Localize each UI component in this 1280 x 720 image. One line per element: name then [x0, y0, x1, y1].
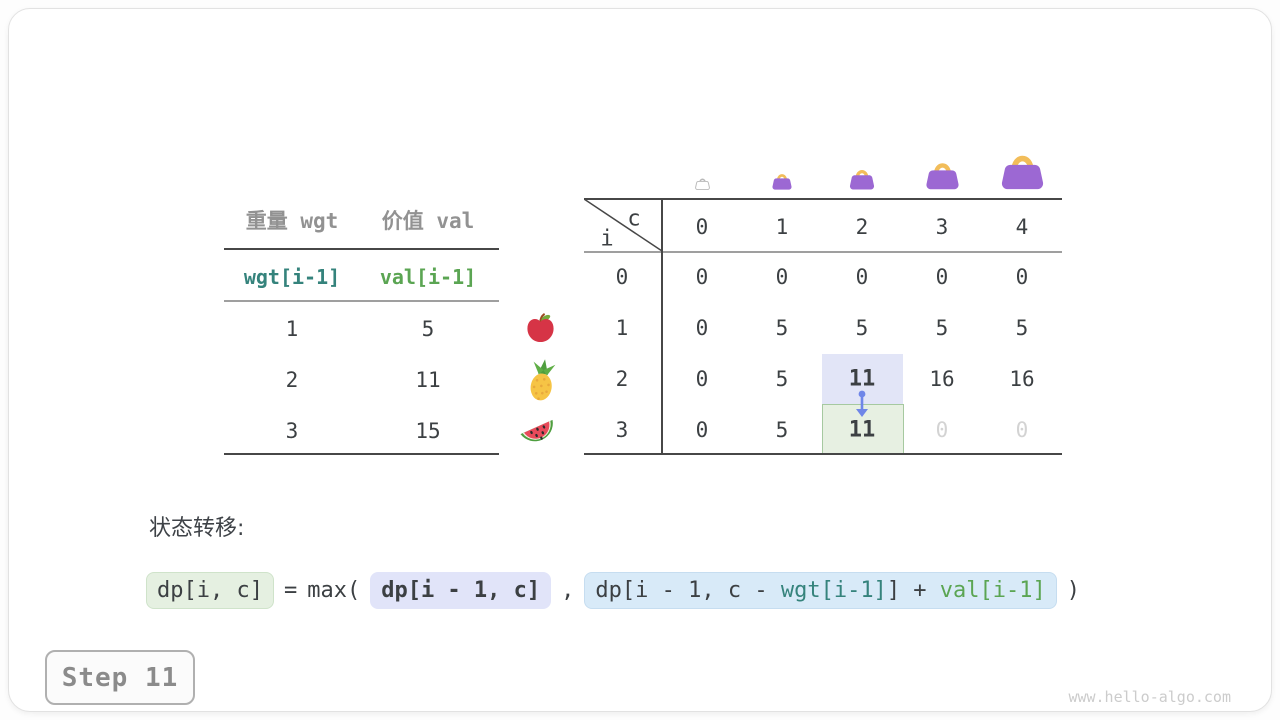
dp-cell-0-0: 0 — [695, 265, 709, 289]
dp-row-header-2: 2 — [615, 367, 629, 391]
items-index-header-wgt: wgt[i-1] — [243, 265, 341, 289]
item-1-value: 5 — [421, 317, 435, 341]
item-3-value: 15 — [415, 419, 441, 443]
formula-max-open: max( — [307, 577, 361, 603]
item-3-weight: 3 — [285, 419, 299, 443]
dp-col-header-0: 0 — [695, 215, 709, 239]
dp-cell-1-2: 5 — [855, 316, 869, 340]
dp-cell-1-0: 0 — [695, 316, 709, 340]
dp-cell-1-3: 5 — [935, 316, 949, 340]
dp-cell-0-2: 0 — [855, 265, 869, 289]
item-2-weight: 2 — [285, 368, 299, 392]
dp-corner-row-var: i — [600, 226, 614, 252]
dp-table-rule-header — [584, 251, 1062, 253]
items-col-header-value: 价值 val — [381, 209, 475, 233]
step-badge: Step 11 — [45, 650, 195, 705]
dp-cell-0-1: 0 — [775, 265, 789, 289]
formula-comma: , — [561, 577, 575, 603]
empty-bag-icon — [695, 175, 710, 194]
formula-arg1: dp[i - 1, c] — [381, 577, 541, 603]
dp-corner-col-var: c — [627, 206, 641, 232]
dp-cell-3-3: 0 — [935, 418, 949, 442]
transition-formula: dp[i, c] = max( dp[i - 1, c] , dp[i - 1,… — [146, 569, 1080, 611]
bag-icon-size-1 — [771, 171, 793, 194]
dp-table-rule-bottom — [584, 453, 1062, 455]
watermark: www.hello-algo.com — [1068, 688, 1231, 706]
items-table-rule-mid — [224, 300, 499, 302]
pineapple-icon — [524, 359, 560, 406]
formula-equals: = — [283, 577, 298, 603]
item-2-value: 11 — [415, 368, 441, 392]
formula-arg2-prefix: dp[i - 1, c - — [595, 577, 781, 603]
formula-arg2-wgt: wgt[i-1] — [780, 577, 887, 603]
dp-cell-2-1: 5 — [775, 367, 789, 391]
dp-table-rule-top — [584, 198, 1062, 200]
dp-table-rule-vertical — [661, 198, 663, 455]
dp-cell-1-1: 5 — [775, 316, 789, 340]
section-label: 状态转移: — [149, 516, 245, 541]
dp-col-header-1: 1 — [775, 215, 789, 239]
formula-arg2-box: dp[i - 1, c - wgt[i-1]] + val[i-1] — [584, 571, 1057, 609]
transition-arrow-icon — [856, 390, 868, 417]
dp-cell-2-4: 16 — [1009, 367, 1035, 391]
figure-card: 重量 wgt 价值 val wgt[i-1] val[i-1] 1 5 2 11… — [8, 8, 1272, 712]
items-index-header-val: val[i-1] — [379, 265, 477, 289]
formula-arg1-box: dp[i - 1, c] — [370, 571, 552, 609]
items-table-rule-top — [224, 248, 499, 250]
formula-arg2-mid: ] + — [886, 577, 940, 603]
bag-icon-size-3 — [924, 158, 961, 194]
watermelon-icon — [517, 413, 560, 454]
bag-icon-size-4 — [999, 149, 1046, 194]
dp-cell-3-0: 0 — [695, 418, 709, 442]
dp-col-header-4: 4 — [1015, 215, 1029, 239]
dp-cell-2-3: 16 — [929, 367, 955, 391]
step-badge-label: Step 11 — [61, 662, 179, 693]
formula-arg2-val: val[i-1] — [939, 577, 1046, 603]
formula-lhs: dp[i, c] — [157, 577, 263, 603]
dp-col-header-3: 3 — [935, 215, 949, 239]
formula-lhs-box: dp[i, c] — [146, 571, 274, 609]
dp-cell-0-3: 0 — [935, 265, 949, 289]
dp-row-header-1: 1 — [615, 316, 629, 340]
dp-corner-diagonal — [584, 199, 663, 252]
dp-row-header-3: 3 — [615, 418, 629, 442]
dp-cell-3-4: 0 — [1015, 418, 1029, 442]
apple-icon — [525, 312, 556, 347]
dp-cell-3-1: 5 — [775, 418, 789, 442]
items-table-rule-bottom — [224, 453, 499, 455]
bag-icon-size-2 — [848, 166, 876, 194]
dp-cell-2-0: 0 — [695, 367, 709, 391]
dp-row-header-0: 0 — [615, 265, 629, 289]
dp-cell-0-4: 0 — [1015, 265, 1029, 289]
dp-cell-3-2: 11 — [848, 417, 876, 443]
dp-col-header-2: 2 — [855, 215, 869, 239]
dp-cell-2-2: 11 — [848, 366, 876, 392]
dp-cell-1-4: 5 — [1015, 316, 1029, 340]
item-1-weight: 1 — [285, 317, 299, 341]
items-col-header-weight: 重量 wgt — [245, 209, 339, 233]
formula-close-paren: ) — [1066, 577, 1081, 603]
